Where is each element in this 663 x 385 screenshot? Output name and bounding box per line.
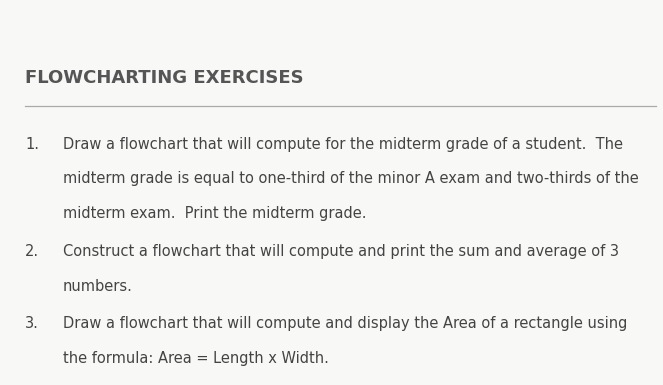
Text: the formula: Area = Length x Width.: the formula: Area = Length x Width. xyxy=(63,351,329,366)
Text: midterm exam.  Print the midterm grade.: midterm exam. Print the midterm grade. xyxy=(63,206,367,221)
Text: Construct a flowchart that will compute and print the sum and average of 3: Construct a flowchart that will compute … xyxy=(63,244,619,259)
Text: 2.: 2. xyxy=(25,244,39,259)
Text: 3.: 3. xyxy=(25,316,39,331)
Text: Draw a flowchart that will compute and display the Area of a rectangle using: Draw a flowchart that will compute and d… xyxy=(63,316,627,331)
Text: Draw a flowchart that will compute for the midterm grade of a student.  The: Draw a flowchart that will compute for t… xyxy=(63,137,623,152)
Text: 1.: 1. xyxy=(25,137,39,152)
Text: FLOWCHARTING EXERCISES: FLOWCHARTING EXERCISES xyxy=(25,69,304,87)
Text: numbers.: numbers. xyxy=(63,279,133,294)
Text: midterm grade is equal to one-third of the minor A exam and two-thirds of the: midterm grade is equal to one-third of t… xyxy=(63,171,638,186)
